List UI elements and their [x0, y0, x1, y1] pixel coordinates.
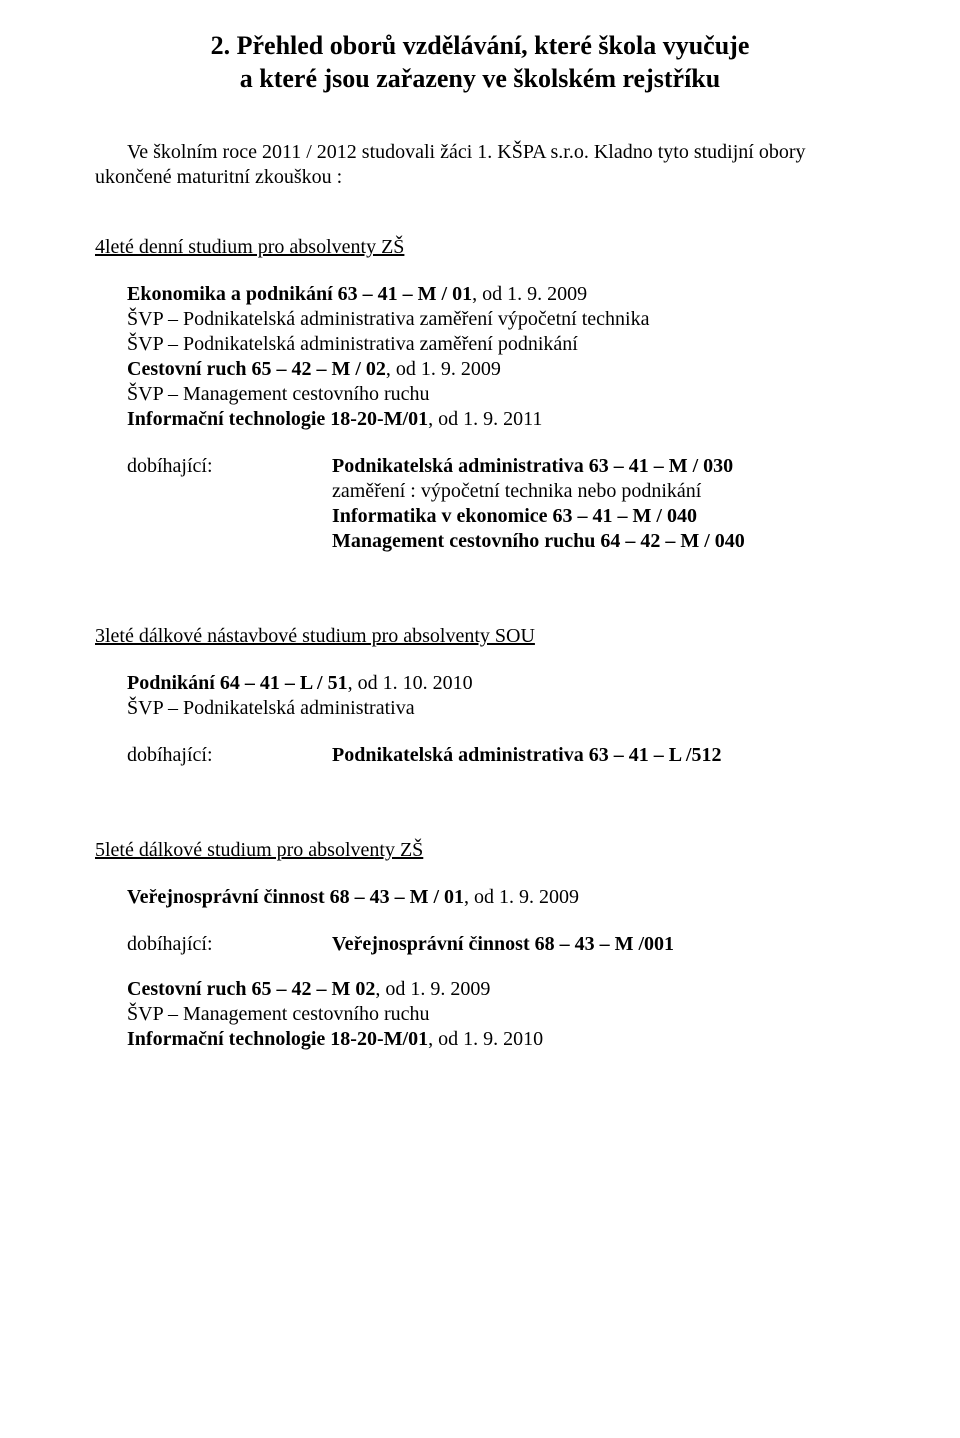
program-name: Cestovní ruch 65 – 42 – M 02 [127, 978, 375, 1000]
section-1-head: 4leté denní studium pro absolventy ZŠ [95, 235, 865, 260]
intro-paragraph: Ve školním roce 2011 / 2012 studovali žá… [95, 140, 865, 190]
legacy-item: Podnikatelská administrativa 63 – 41 – M… [332, 454, 865, 479]
program-line: Cestovní ruch 65 – 42 – M / 02, od 1. 9.… [127, 357, 865, 382]
program-note: ŠVP – Podnikatelská administrativa [127, 696, 865, 721]
section-3-programs: Cestovní ruch 65 – 42 – M 02, od 1. 9. 2… [127, 977, 865, 1052]
program-date: , od 1. 9. 2010 [428, 1028, 543, 1050]
legacy-label: dobíhající: [127, 454, 332, 554]
legacy-item: Veřejnosprávní činnost 68 – 43 – M /001 [332, 932, 865, 957]
program-line: Cestovní ruch 65 – 42 – M 02, od 1. 9. 2… [127, 977, 865, 1002]
section-1-programs: Ekonomika a podnikání 63 – 41 – M / 01, … [127, 282, 865, 432]
legacy-item: Informatika v ekonomice 63 – 41 – M / 04… [332, 504, 865, 529]
legacy-item: Management cestovního ruchu 64 – 42 – M … [332, 529, 865, 554]
section-3-legacy: dobíhající: Veřejnosprávní činnost 68 – … [127, 932, 865, 957]
document-page: 2. Přehled oborů vzdělávání, které škola… [0, 0, 960, 1438]
section-2-programs: Podnikání 64 – 41 – L / 51, od 1. 10. 20… [127, 671, 865, 721]
program-name: Veřejnosprávní činnost 68 – 43 – M / 01 [127, 886, 464, 908]
legacy-label: dobíhající: [127, 932, 332, 957]
program-line: Informační technologie 18-20-M/01, od 1.… [127, 1027, 865, 1052]
legacy-item: Podnikatelská administrativa 63 – 41 – L… [332, 743, 865, 768]
program-line: Ekonomika a podnikání 63 – 41 – M / 01, … [127, 282, 865, 307]
program-note: ŠVP – Podnikatelská administrativa zaměř… [127, 332, 865, 357]
program-date: , od 1. 9. 2009 [375, 978, 490, 1000]
legacy-list: Podnikatelská administrativa 63 – 41 – L… [332, 743, 865, 768]
program-name: Informační technologie 18-20-M/01 [127, 408, 428, 430]
program-note: ŠVP – Management cestovního ruchu [127, 382, 865, 407]
program-line: Informační technologie 18-20-M/01, od 1.… [127, 407, 865, 432]
program-date: , od 1. 9. 2009 [386, 358, 501, 380]
program-name: Cestovní ruch 65 – 42 – M / 02 [127, 358, 386, 380]
section-3: 5leté dálkové studium pro absolventy ZŠ … [95, 838, 865, 1052]
program-date: , od 1. 9. 2011 [428, 408, 542, 430]
program-line: Podnikání 64 – 41 – L / 51, od 1. 10. 20… [127, 671, 865, 696]
program-name: Podnikání 64 – 41 – L / 51 [127, 672, 348, 694]
program-date: , od 1. 9. 2009 [472, 283, 587, 305]
heading-line-1: 2. Přehled oborů vzdělávání, které škola… [211, 31, 750, 60]
legacy-list: Veřejnosprávní činnost 68 – 43 – M /001 [332, 932, 865, 957]
legacy-item: zaměření : výpočetní technika nebo podni… [332, 479, 865, 504]
section-3-head: 5leté dálkové studium pro absolventy ZŠ [95, 838, 865, 863]
legacy-list: Podnikatelská administrativa 63 – 41 – M… [332, 454, 865, 554]
program-name: Ekonomika a podnikání 63 – 41 – M / 01 [127, 283, 472, 305]
heading-line-2: a které jsou zařazeny ve školském rejstř… [95, 63, 865, 96]
section-2-head: 3leté dálkové nástavbové studium pro abs… [95, 624, 865, 649]
section-1-legacy: dobíhající: Podnikatelská administrativa… [127, 454, 865, 554]
program-note: ŠVP – Management cestovního ruchu [127, 1002, 865, 1027]
program-date: , od 1. 9. 2009 [464, 886, 579, 908]
program-line: Veřejnosprávní činnost 68 – 43 – M / 01,… [127, 885, 865, 910]
program-note: ŠVP – Podnikatelská administrativa zaměř… [127, 307, 865, 332]
section-2-legacy: dobíhající: Podnikatelská administrativa… [127, 743, 865, 768]
section-2: 3leté dálkové nástavbové studium pro abs… [95, 624, 865, 768]
section-heading: 2. Přehled oborů vzdělávání, které škola… [95, 30, 865, 95]
legacy-label: dobíhající: [127, 743, 332, 768]
program-date: , od 1. 10. 2010 [348, 672, 473, 694]
program-name: Informační technologie 18-20-M/01 [127, 1028, 428, 1050]
